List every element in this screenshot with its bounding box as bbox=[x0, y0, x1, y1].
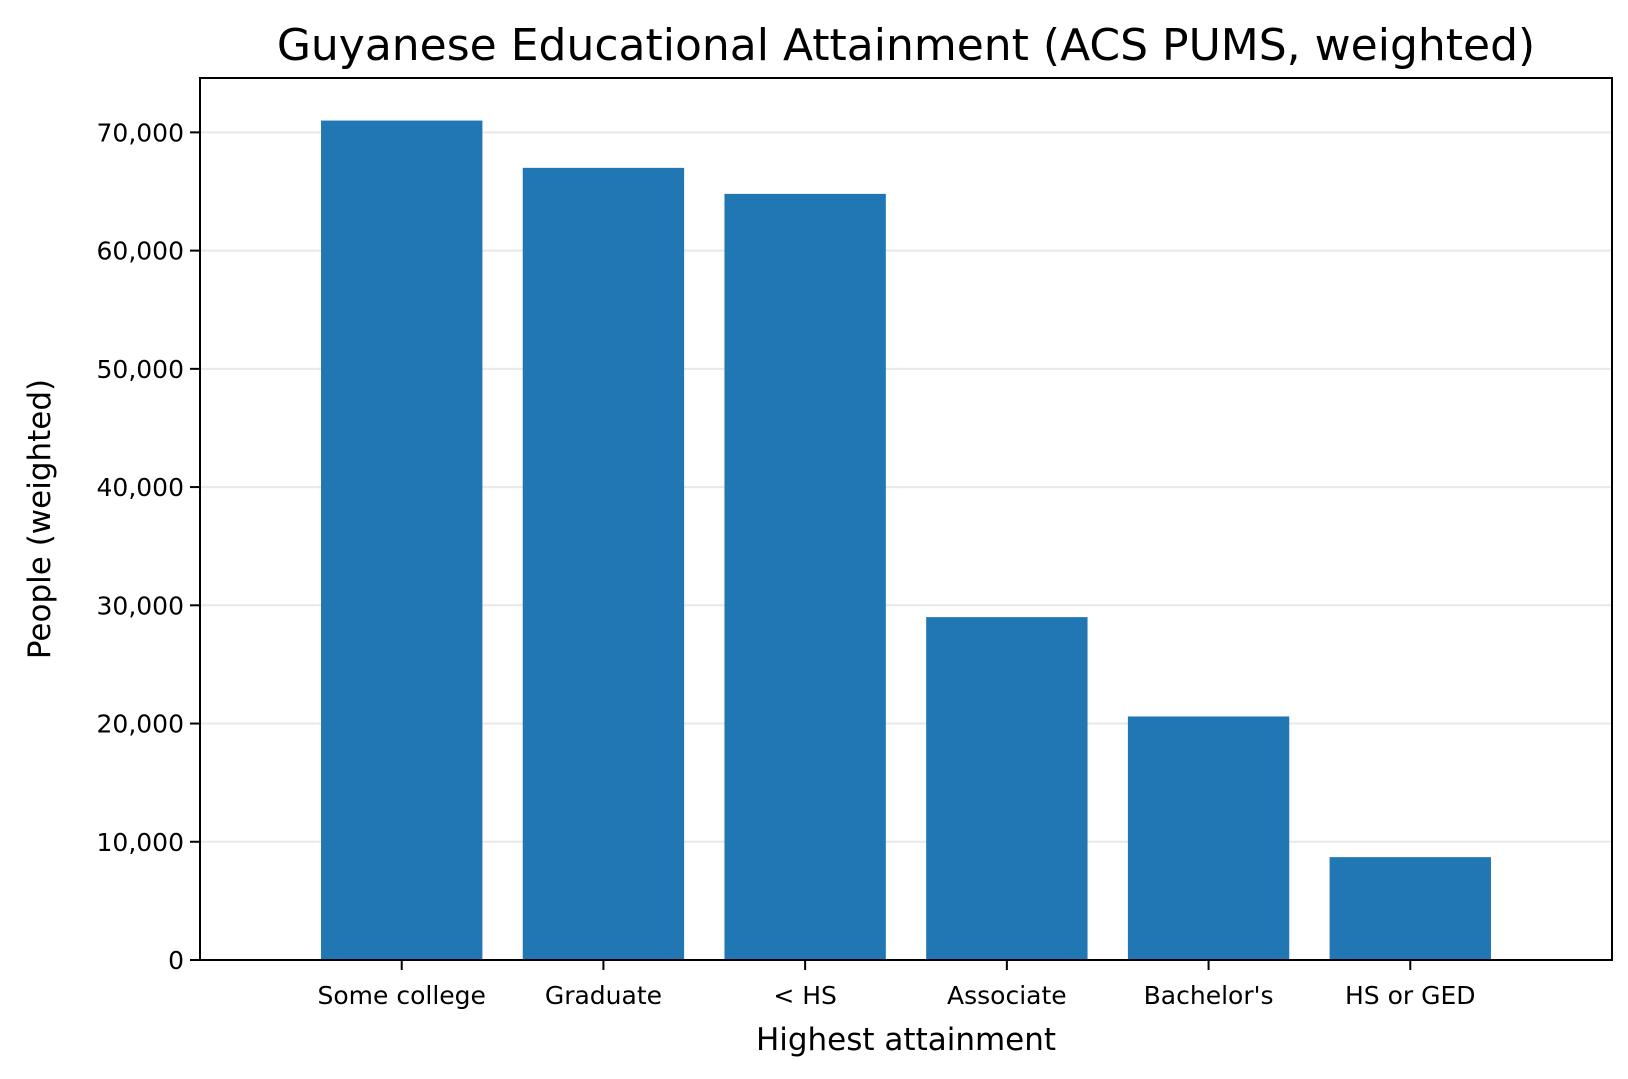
x-tick-label: < HS bbox=[773, 981, 837, 1010]
y-axis-label: People (weighted) bbox=[22, 379, 58, 659]
y-tick-label: 60,000 bbox=[97, 237, 184, 266]
y-axis-ticks: 0 10,000 20,000 30,000 40,000 50,000 60,000 70,… bbox=[97, 118, 200, 975]
y-tick-label: 30,000 bbox=[97, 591, 184, 620]
x-tick-label: Some college bbox=[318, 981, 486, 1010]
y-tick-label: 20,000 bbox=[97, 710, 184, 739]
bar bbox=[522, 167, 685, 960]
y-tick-label: 10,000 bbox=[97, 828, 184, 857]
x-tick-label: Associate bbox=[947, 981, 1067, 1010]
x-tick-label: HS or GED bbox=[1345, 981, 1476, 1010]
bar bbox=[926, 617, 1088, 960]
x-tick-label: Graduate bbox=[545, 981, 662, 1010]
x-tick-label: Bachelor's bbox=[1144, 981, 1274, 1010]
y-tick-label: 50,000 bbox=[97, 355, 184, 384]
y-tick-label: 0 bbox=[168, 946, 184, 975]
x-axis-label: Highest attainment bbox=[756, 1022, 1056, 1058]
y-tick-label: 40,000 bbox=[97, 473, 184, 502]
plot-frame bbox=[199, 77, 1613, 961]
y-tick-label: 70,000 bbox=[97, 118, 184, 147]
bar bbox=[321, 120, 483, 961]
bar bbox=[724, 193, 886, 960]
chart-title: Guyanese Educational Attainment (ACS PUM… bbox=[277, 20, 1535, 71]
bar bbox=[1329, 857, 1491, 960]
bars bbox=[321, 120, 1491, 961]
bar bbox=[1127, 716, 1290, 960]
x-axis-ticks: Some college Graduate < HS Associate Bachelo… bbox=[318, 960, 1476, 1010]
